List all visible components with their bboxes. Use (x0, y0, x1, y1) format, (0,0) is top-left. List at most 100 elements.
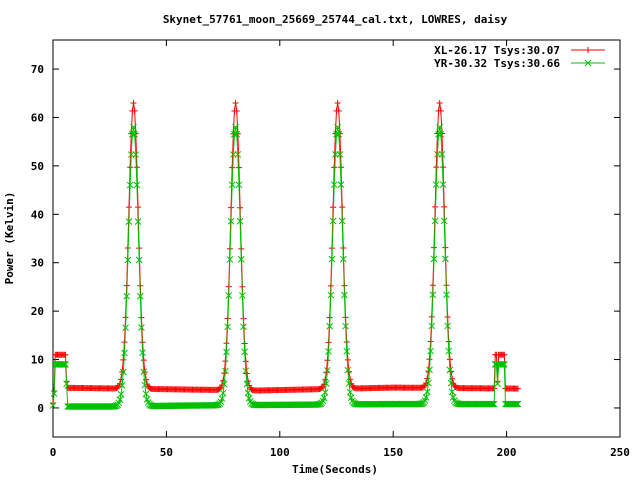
series-0 (50, 99, 521, 407)
point-1-324 (417, 400, 424, 408)
point-1-260 (344, 366, 352, 374)
point-1-170 (242, 367, 250, 375)
point-1-246 (328, 255, 336, 263)
point-1-330 (423, 388, 431, 396)
point-1-343 (438, 150, 446, 158)
point-1-79 (139, 349, 146, 357)
point-1-345 (440, 217, 448, 225)
point-1-9 (59, 361, 67, 368)
point-0-344 (440, 164, 447, 171)
x-tick-label-4: 200 (497, 446, 517, 459)
point-1-62 (119, 368, 127, 376)
axis-ticks: 0 50 100 150 200 250 0 10 20 30 40 50 60 70 (31, 40, 630, 459)
point-1-254 (337, 181, 345, 189)
point-1-397 (499, 361, 507, 368)
point-1-259 (343, 347, 351, 355)
point-0-72 (131, 107, 138, 114)
point-1-242 (324, 366, 331, 374)
point-0-254 (338, 164, 345, 171)
point-1-337 (431, 217, 439, 225)
y-tick-label-2: 20 (31, 305, 44, 318)
point-1-65 (123, 292, 131, 300)
point-0-398 (501, 351, 508, 358)
point-1-247 (329, 217, 337, 225)
point-1-82 (142, 390, 150, 398)
point-1-163 (234, 151, 242, 158)
point-1-59 (116, 396, 124, 404)
point-1-253 (336, 151, 344, 158)
point-1-61 (118, 382, 126, 389)
point-1-1 (50, 390, 58, 397)
point-0-338 (433, 164, 440, 171)
point-1-160 (231, 130, 238, 138)
point-0-151 (221, 370, 228, 377)
point-1-251 (334, 123, 341, 131)
series-layer (49, 99, 522, 410)
point-0-80 (140, 357, 147, 364)
plot-frame (52, 39, 621, 438)
point-1-387 (488, 400, 496, 408)
point-1-165 (236, 217, 244, 225)
point-0-71 (130, 99, 137, 106)
point-0-162 (233, 107, 240, 114)
legend-label-0: XL-26.17 Tsys:30.07 (434, 44, 560, 57)
point-1-73 (132, 151, 140, 158)
point-1-153 (223, 348, 230, 356)
point-1-76 (135, 256, 143, 264)
point-0-332 (426, 356, 433, 363)
point-1-151 (220, 380, 228, 388)
point-1-255 (338, 217, 346, 225)
point-0-327 (420, 383, 427, 390)
y-tick-label-5: 50 (31, 160, 44, 173)
point-0-410 (514, 385, 521, 392)
point-1-166 (237, 256, 245, 263)
y-tick-label-1: 10 (31, 354, 44, 367)
point-0-241 (323, 369, 330, 376)
point-1-64 (122, 324, 129, 332)
point-1-332 (426, 366, 433, 374)
x-tick-label-1: 50 (160, 446, 173, 459)
point-1-398 (500, 361, 508, 368)
point-1-157 (227, 217, 235, 225)
point-1-340 (435, 130, 442, 138)
series-1 (49, 123, 522, 410)
point-1-409 (513, 400, 521, 408)
x-tick-label-3: 150 (383, 446, 403, 459)
point-1-72 (131, 130, 139, 138)
point-1-248 (330, 181, 338, 189)
point-1-156 (226, 256, 234, 263)
point-1-342 (437, 130, 445, 138)
point-1-329 (422, 394, 430, 401)
point-1-74 (133, 181, 141, 189)
point-0-147 (216, 385, 223, 392)
point-0-251 (334, 99, 341, 106)
point-0-11 (62, 351, 69, 358)
point-0-74 (133, 164, 140, 171)
point-0-237 (318, 385, 325, 392)
point-0-61 (119, 368, 126, 375)
point-0-161 (232, 99, 239, 106)
point-1-81 (141, 381, 149, 389)
point-1-350 (446, 366, 454, 374)
point-1-347 (443, 291, 450, 299)
point-1-10 (60, 361, 68, 368)
x-tick-label-5: 250 (610, 446, 630, 459)
point-1-75 (134, 218, 142, 225)
point-1-169 (241, 348, 248, 356)
point-0-350 (446, 356, 453, 363)
point-1-60 (117, 390, 125, 398)
point-1-396 (498, 361, 506, 368)
point-1-336 (430, 255, 438, 263)
point-1-335 (429, 291, 437, 299)
point-1-349 (445, 347, 453, 355)
point-1-154 (224, 323, 231, 331)
x-tick-label-0: 0 (50, 446, 57, 459)
point-1-168 (240, 323, 247, 331)
point-1-152 (222, 367, 229, 375)
point-1-0 (49, 402, 57, 409)
point-1-240 (321, 389, 329, 396)
point-1-239 (320, 394, 328, 402)
point-1-54 (110, 402, 118, 410)
point-0-68 (127, 164, 134, 171)
